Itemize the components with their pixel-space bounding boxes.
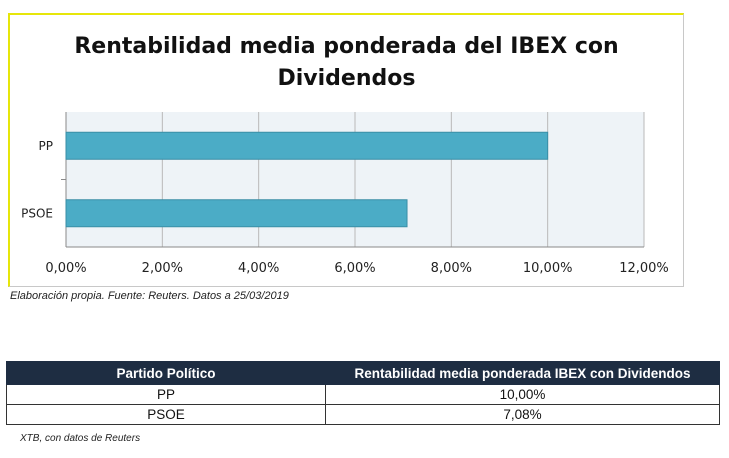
column-header-party: Partido Político [6,361,326,385]
x-tick-label: 10,00% [523,261,573,276]
table-cell-return: 7,08% [325,404,720,425]
bar [65,199,408,228]
x-tick-label: 6,00% [334,261,375,276]
x-tick-label: 12,00% [619,261,669,276]
chart-title: Rentabilidad media ponderada del IBEX co… [74,34,619,91]
chart-frame: Rentabilidad media ponderada del IBEX co… [8,13,684,287]
bar [65,131,549,160]
table-header-row: Partido Político Rentabilidad media pond… [6,361,720,385]
chart-source-caption: Elaboración propia. Fuente: Reuters. Dat… [10,290,289,302]
table-row: PP 10,00% [6,384,720,405]
table-source-caption: XTB, con datos de Reuters [20,433,141,444]
table-cell-party: PP [6,384,326,405]
data-table: Partido Político Rentabilidad media pond… [6,361,720,425]
x-tick-label: 8,00% [431,261,472,276]
y-category-label: PP [39,139,53,153]
column-header-return: Rentabilidad media ponderada IBEX con Di… [325,361,720,385]
bar-chart: 0,00% 2,00% 4,00% 6,00% 8,00% 10,00% 12,00% PP P… [21,112,669,276]
table-row: PSOE 7,08% [6,404,720,425]
table-cell-return: 10,00% [325,384,720,405]
x-tick-label: 4,00% [238,261,279,276]
y-category-label: PSOE [21,206,53,220]
table-cell-party: PSOE [6,404,326,425]
x-tick-label: 0,00% [45,261,86,276]
x-tick-label: 2,00% [142,261,183,276]
